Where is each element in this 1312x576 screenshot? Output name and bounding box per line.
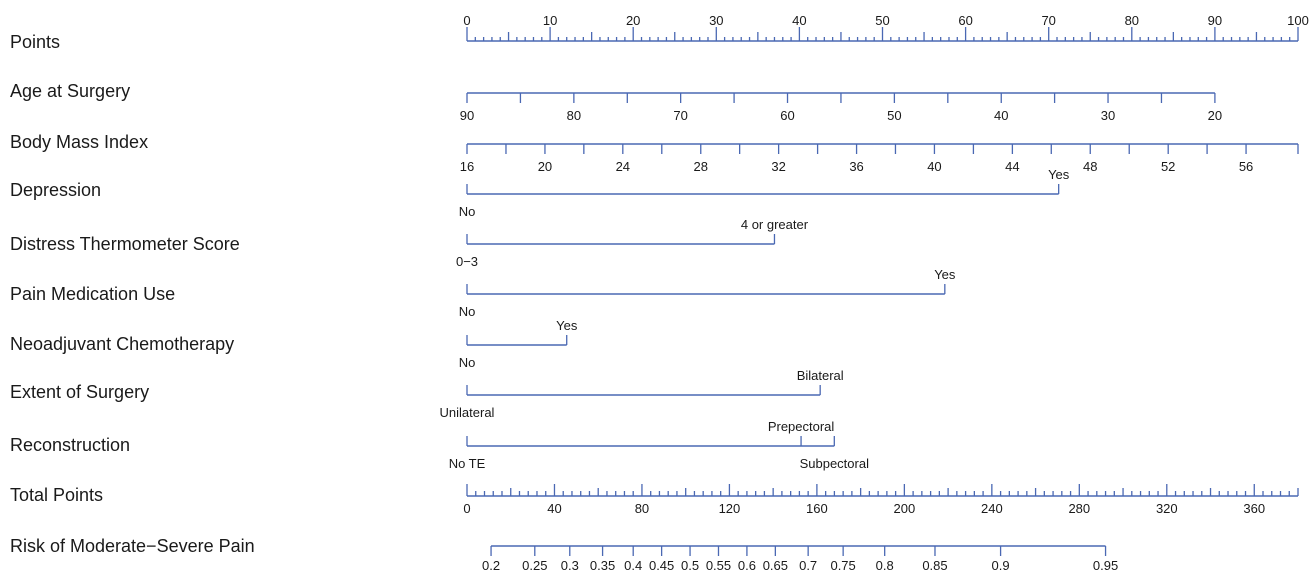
total-points-tick-label: 160	[806, 501, 828, 516]
variable-tick-label: 50	[887, 108, 901, 123]
row-label: Points	[10, 32, 60, 52]
total-points-tick-label: 360	[1243, 501, 1265, 516]
total-points-tick-label: 80	[635, 501, 649, 516]
variable-tick-label: 48	[1083, 159, 1097, 174]
total-points-tick-label: 240	[981, 501, 1003, 516]
variable-tick-label: 36	[849, 159, 863, 174]
variable-tick-label: 70	[673, 108, 687, 123]
risk-tick-label: 0.7	[799, 558, 817, 573]
risk-tick-label: 0.5	[681, 558, 699, 573]
category-label: No	[459, 355, 476, 370]
variable-tick-label: 30	[1101, 108, 1115, 123]
risk-tick-label: 0.6	[738, 558, 756, 573]
row-label: Depression	[10, 180, 101, 200]
category-label: Prepectoral	[768, 419, 835, 434]
risk-tick-label: 0.55	[706, 558, 731, 573]
row-label: Age at Surgery	[10, 81, 130, 101]
variable-tick-label: 40	[994, 108, 1008, 123]
risk-tick-label: 0.85	[922, 558, 947, 573]
variable-tick-label: 60	[780, 108, 794, 123]
variable-tick-label: 90	[460, 108, 474, 123]
points-tick-label: 60	[958, 13, 972, 28]
variable-tick-label: 32	[771, 159, 785, 174]
category-label: 4 or greater	[741, 217, 809, 232]
risk-tick-label: 0.45	[649, 558, 674, 573]
variable-tick-label: 16	[460, 159, 474, 174]
risk-tick-label: 0.95	[1093, 558, 1118, 573]
risk-tick-label: 0.75	[830, 558, 855, 573]
row-label: Reconstruction	[10, 435, 130, 455]
risk-tick-label: 0.2	[482, 558, 500, 573]
points-tick-label: 0	[463, 13, 470, 28]
category-label: Unilateral	[440, 405, 495, 420]
total-points-tick-label: 120	[719, 501, 741, 516]
variable-tick-label: 52	[1161, 159, 1175, 174]
risk-tick-label: 0.8	[876, 558, 894, 573]
row-label: Body Mass Index	[10, 132, 148, 152]
points-tick-label: 10	[543, 13, 557, 28]
row-label: Risk of Moderate−Severe Pain	[10, 536, 255, 556]
risk-tick-label: 0.4	[624, 558, 642, 573]
category-label: Bilateral	[797, 368, 844, 383]
row-label: Total Points	[10, 485, 103, 505]
total-points-tick-label: 320	[1156, 501, 1178, 516]
category-label: No	[459, 204, 476, 219]
total-points-tick-label: 200	[894, 501, 916, 516]
points-tick-label: 40	[792, 13, 806, 28]
row-label: Pain Medication Use	[10, 284, 175, 304]
variable-tick-label: 56	[1239, 159, 1253, 174]
category-label: No	[459, 304, 476, 319]
risk-tick-label: 0.65	[763, 558, 788, 573]
points-tick-label: 90	[1208, 13, 1222, 28]
risk-tick-label: 0.35	[590, 558, 615, 573]
variable-tick-label: 24	[616, 159, 630, 174]
variable-tick-label: 40	[927, 159, 941, 174]
category-label: Yes	[1048, 167, 1070, 182]
category-label: Yes	[556, 318, 578, 333]
risk-tick-label: 0.3	[561, 558, 579, 573]
points-tick-label: 50	[875, 13, 889, 28]
variable-tick-label: 80	[567, 108, 581, 123]
variable-tick-label: 44	[1005, 159, 1019, 174]
category-label: No TE	[449, 456, 486, 471]
variable-tick-label: 28	[694, 159, 708, 174]
risk-tick-label: 0.25	[522, 558, 547, 573]
variable-tick-label: 20	[538, 159, 552, 174]
row-label: Extent of Surgery	[10, 382, 149, 402]
variable-tick-label: 20	[1208, 108, 1222, 123]
total-points-tick-label: 0	[463, 501, 470, 516]
category-label: Subpectoral	[800, 456, 869, 471]
points-tick-label: 70	[1041, 13, 1055, 28]
total-points-tick-label: 280	[1068, 501, 1090, 516]
category-label: 0−3	[456, 254, 478, 269]
points-tick-label: 100	[1287, 13, 1309, 28]
total-points-tick-label: 40	[547, 501, 561, 516]
category-label: Yes	[934, 267, 956, 282]
points-tick-label: 80	[1125, 13, 1139, 28]
points-tick-label: 30	[709, 13, 723, 28]
risk-tick-label: 0.9	[992, 558, 1010, 573]
row-label: Distress Thermometer Score	[10, 234, 240, 254]
row-label: Neoadjuvant Chemotherapy	[10, 334, 234, 354]
points-tick-label: 20	[626, 13, 640, 28]
